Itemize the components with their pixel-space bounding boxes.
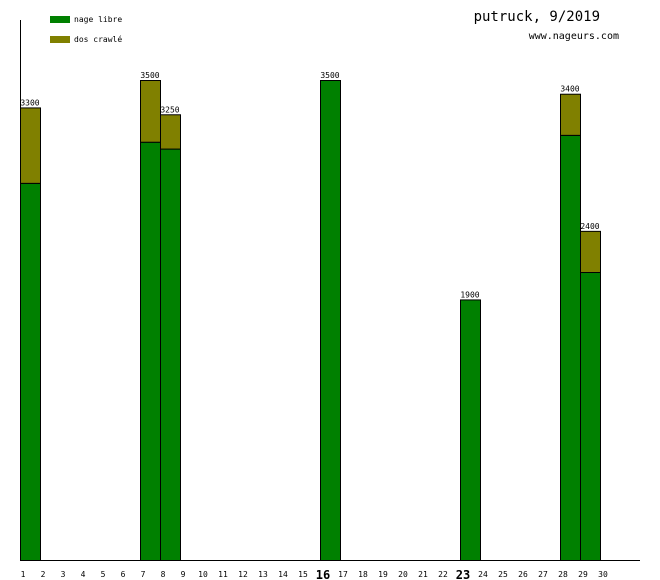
value-label-day-23: 1900 (460, 290, 479, 299)
bar-nage-libre-day-16 (320, 80, 341, 561)
value-label-day-29: 2400 (580, 222, 599, 231)
legend-item-dos-crawle: dos crawlé (50, 34, 122, 44)
x-tick-label-6: 6 (121, 570, 126, 579)
value-label-day-16: 3500 (320, 71, 339, 80)
x-tick-label-19: 19 (378, 570, 388, 579)
bar-dos-crawle-day-8 (160, 114, 181, 150)
bar-dos-crawle-day-7 (140, 80, 161, 143)
x-tick-label-7: 7 (141, 570, 146, 579)
legend-label-nage-libre: nage libre (74, 14, 123, 24)
x-tick-label-21: 21 (418, 570, 428, 579)
x-tick-label-16: 16 (316, 568, 330, 580)
x-tick-label-8: 8 (161, 570, 166, 579)
x-tick-label-2: 2 (41, 570, 46, 579)
bar-nage-libre-day-8 (160, 148, 181, 561)
x-tick-label-27: 27 (538, 570, 548, 579)
bar-dos-crawle-day-29 (580, 230, 601, 274)
x-tick-label-29: 29 (578, 570, 588, 579)
chart-title: putruck, 9/2019 (473, 9, 600, 25)
x-tick-label-23: 23 (456, 568, 470, 580)
bars-group (20, 80, 601, 561)
chart-subtitle: www.nageurs.com (528, 31, 619, 42)
value-labels-group: 3300 3500 3250 3500 1900 3400 2400 (20, 71, 599, 299)
x-tick-label-30: 30 (598, 570, 608, 579)
legend-label-dos-crawle: dos crawlé (74, 34, 123, 44)
x-tick-label-11: 11 (218, 570, 228, 579)
bar-nage-libre-day-29 (580, 272, 601, 561)
x-tick-label-3: 3 (61, 570, 66, 579)
value-label-day-1: 3300 (20, 98, 39, 107)
x-tick-label-15: 15 (298, 570, 308, 579)
bar-nage-libre-day-28 (560, 134, 581, 561)
value-label-day-8: 3250 (160, 105, 179, 114)
x-tick-label-28: 28 (558, 570, 568, 579)
x-tick-label-10: 10 (198, 570, 208, 579)
x-tick-label-26: 26 (518, 570, 528, 579)
x-tick-label-13: 13 (258, 570, 268, 579)
bar-nage-libre-day-23 (460, 299, 481, 561)
x-tick-label-22: 22 (438, 570, 448, 579)
x-tick-label-1: 1 (21, 570, 26, 579)
x-tick-label-25: 25 (498, 570, 508, 579)
x-tick-label-14: 14 (278, 570, 288, 579)
bar-dos-crawle-day-28 (560, 93, 581, 136)
x-tick-label-18: 18 (358, 570, 368, 579)
x-tick-labels-group: 1 2 3 4 5 6 7 8 9 10 11 12 13 14 15 16 17 18 19 20 21 22 23 24 2… (21, 568, 608, 580)
x-tick-label-5: 5 (101, 570, 106, 579)
legend-item-nage-libre: nage libre (50, 14, 122, 24)
bar-nage-libre-day-1 (20, 182, 41, 561)
legend-swatch-nage-libre (50, 15, 70, 23)
bar-nage-libre-day-7 (140, 141, 161, 561)
x-tick-label-12: 12 (238, 570, 248, 579)
bar-dos-crawle-day-1 (20, 107, 41, 184)
x-tick-label-17: 17 (338, 570, 348, 579)
x-tick-label-9: 9 (181, 570, 186, 579)
x-tick-label-4: 4 (81, 570, 86, 579)
value-label-day-7: 3500 (140, 71, 159, 80)
value-label-day-28: 3400 (560, 85, 579, 94)
legend: nage libre dos crawlé (50, 14, 122, 54)
x-tick-label-24: 24 (478, 570, 488, 579)
legend-swatch-dos-crawle (50, 35, 70, 43)
x-tick-label-20: 20 (398, 570, 408, 579)
